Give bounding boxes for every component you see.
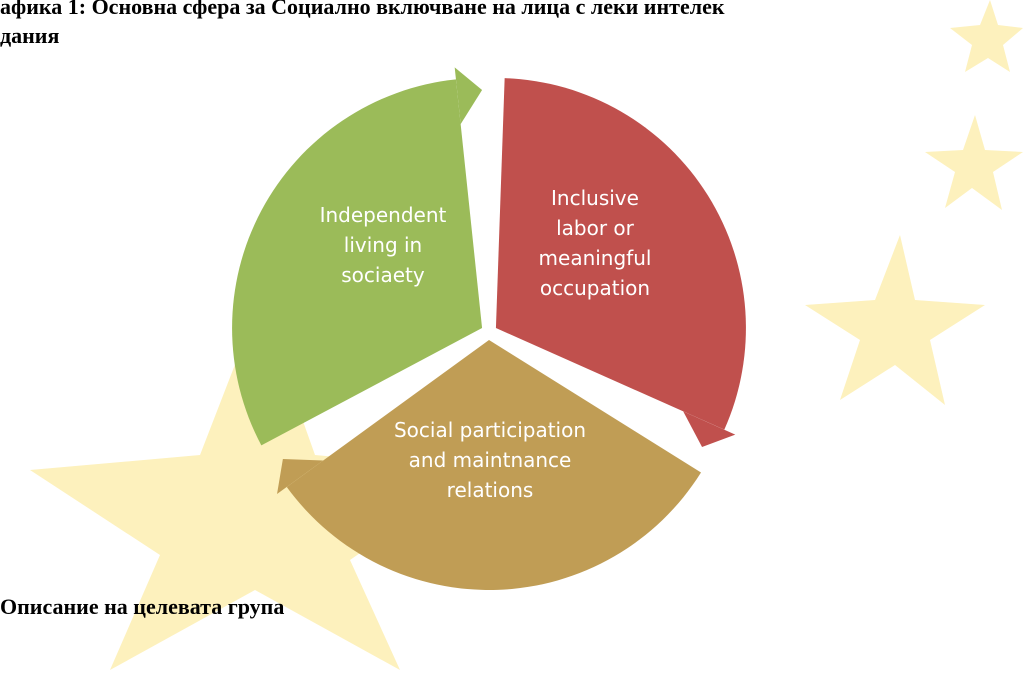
section-heading: Описание на целевата група — [0, 594, 284, 619]
segment-label: Independent — [320, 203, 447, 227]
title-line: дания — [0, 23, 59, 48]
segment-label: meaningful — [539, 246, 652, 270]
page: афика 1: Основна сфера за Социално включ… — [0, 0, 1023, 682]
segment-label: Social participation — [394, 418, 586, 442]
segment-label: relations — [447, 478, 534, 502]
segment-label: and maintnance — [409, 448, 572, 472]
segment-label: labor or — [556, 216, 635, 240]
segment-label: occupation — [540, 276, 650, 300]
title-line: афика 1: Основна сфера за Социално включ… — [0, 0, 725, 19]
segment-label: living in — [344, 233, 422, 257]
document: афика 1: Основна сфера за Социално включ… — [0, 0, 1023, 682]
segment-label: sociaety — [341, 263, 425, 287]
segment-label: Inclusive — [551, 186, 639, 210]
cycle-diagram: Independent living in sociaety Inclusive lab… — [232, 67, 746, 590]
